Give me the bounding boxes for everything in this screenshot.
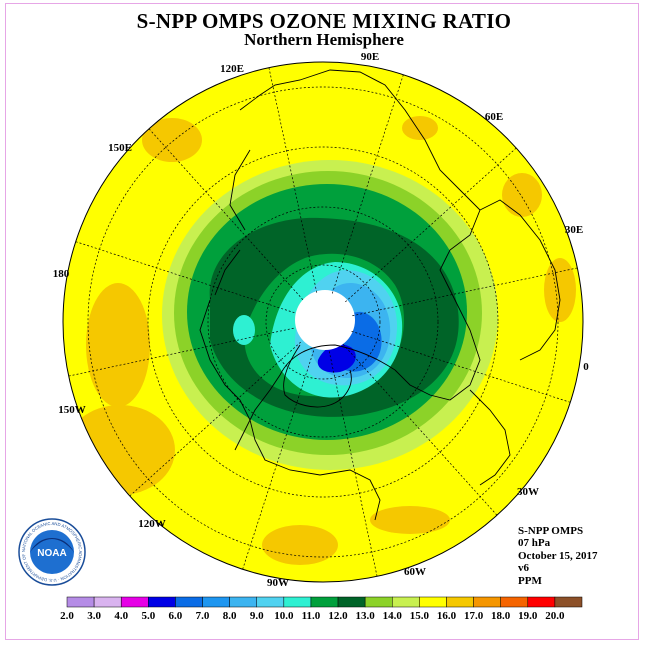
colorbar-tick-label: 12.0 (328, 610, 348, 622)
lon-label-60w: 60W (404, 566, 426, 578)
colorbar-tick-label: 20.0 (545, 610, 565, 622)
colorbar-tick-label: 14.0 (383, 610, 403, 622)
colorbar-tick-label: 5.0 (141, 610, 155, 622)
field-5-6 (317, 344, 356, 373)
colorbar-tick-label: 13.0 (356, 610, 376, 622)
colorbar-tick-label: 16.0 (437, 610, 457, 622)
lon-label-60e: 60E (485, 111, 503, 123)
colorbar-tick-label: 17.0 (464, 610, 484, 622)
colorbar-tick-label: 3.0 (87, 610, 101, 622)
colorbar-tick-label: 6.0 (169, 610, 183, 622)
alaska-coast (214, 249, 241, 296)
colorbar-swatch (93, 596, 122, 608)
lat-circle-80 (265, 264, 381, 380)
patch-asia (142, 118, 202, 162)
pole-no-data (295, 290, 355, 350)
colorbar-tick-label: 4.0 (114, 610, 128, 622)
colorbar-swatch (148, 596, 176, 608)
patch-pacific-west (86, 283, 150, 407)
coastlines (199, 69, 561, 521)
colorbar-tick-label: 7.0 (196, 610, 210, 622)
patch-central-america (262, 525, 338, 565)
colorbar: 2.0 3.0 4.0 5.0 6.0 7.0 8.0 9.0 10.0 11.0 12.0 13.0… (60, 596, 583, 622)
main-title: S-NPP OMPS OZONE MIXING RATIO (136, 9, 512, 33)
colorbar-swatch (175, 596, 203, 608)
subtitle: Northern Hemisphere (244, 30, 404, 49)
colorbar-swatch (202, 596, 230, 608)
lat-circle-40 (147, 146, 499, 498)
greenland-coast (283, 344, 352, 408)
noaa-logo: NATIONAL OCEANIC AND ATMOSPHERIC ADMINIS… (18, 518, 86, 586)
colorbar-swatch (500, 596, 529, 608)
colorbar-tick-label: 18.0 (491, 610, 511, 622)
colorbar-swatch (364, 596, 393, 608)
colorbar-swatch (310, 596, 339, 608)
colorbar-swatch (527, 596, 556, 608)
colorbar-swatch (419, 596, 447, 608)
east-asia-coast (229, 149, 251, 231)
colorbar-swatch (66, 596, 95, 608)
patch-siberia (402, 116, 438, 140)
colorbar-swatch (256, 596, 285, 608)
colorbar-tick-label: 10.0 (274, 610, 294, 622)
longitude-labels: 90E 60E 30E 0 30W 60W 90W 120W 150W 180 … (53, 51, 590, 589)
logo-bird (30, 538, 74, 552)
lon-label-180: 180 (53, 268, 70, 280)
info-instrument: S-NPP OMPS (518, 525, 584, 537)
info-version: v6 (518, 562, 529, 575)
info-block: S-NPP OMPS 07 hPa October 15, 2017 v6 PP… (518, 525, 598, 587)
colorbar-tick-label: 8.0 (223, 610, 237, 622)
info-units: PPM (518, 574, 542, 587)
colorbar-swatch (554, 596, 583, 608)
patch-atlantic-east (544, 258, 576, 322)
logo-text: NOAA (37, 548, 66, 559)
graticule (87, 86, 559, 558)
patch-atlantic-south (370, 506, 450, 534)
colorbar-swatch (392, 596, 420, 608)
europe-coast (479, 199, 561, 361)
lon-label-90e: 90E (361, 51, 379, 63)
colorbar-swatch (446, 596, 474, 608)
colorbar-tick-label: 2.0 (60, 610, 74, 622)
info-date: October 15, 2017 (518, 549, 598, 562)
field-9-10-isolated (233, 315, 255, 345)
lon-label-150e: 150E (108, 142, 132, 154)
lon-label-90w: 90W (267, 577, 289, 589)
lon-label-30e: 30E (565, 224, 583, 236)
info-level: 07 hPa (518, 537, 551, 550)
greenland-canada-coast (234, 344, 396, 451)
colorbar-swatch (283, 596, 312, 608)
lon-label-150w: 150W (58, 404, 86, 416)
colorbar-swatch (473, 596, 501, 608)
africa-coast (469, 389, 511, 486)
patch-europe (502, 173, 542, 217)
north-america-coast (199, 299, 381, 521)
colorbar-tick-label: 15.0 (410, 610, 430, 622)
colorbar-swatch (229, 596, 257, 608)
lat-circle-60 (207, 206, 439, 438)
map-boundary (62, 61, 584, 583)
colorbar-tick-label: 19.0 (518, 610, 538, 622)
colorbar-tick-label: 9.0 (250, 610, 264, 622)
lon-label-30w: 30W (517, 486, 539, 498)
colorbar-swatch (337, 596, 366, 608)
frame-border (5, 3, 639, 640)
colorbar-swatch (120, 596, 149, 608)
lon-label-120e: 120E (220, 63, 244, 75)
lon-label-120w: 120W (138, 518, 166, 530)
lon-label-0: 0 (583, 361, 589, 373)
colorbar-tick-label: 11.0 (302, 610, 321, 622)
lat-circle-20 (87, 86, 559, 558)
